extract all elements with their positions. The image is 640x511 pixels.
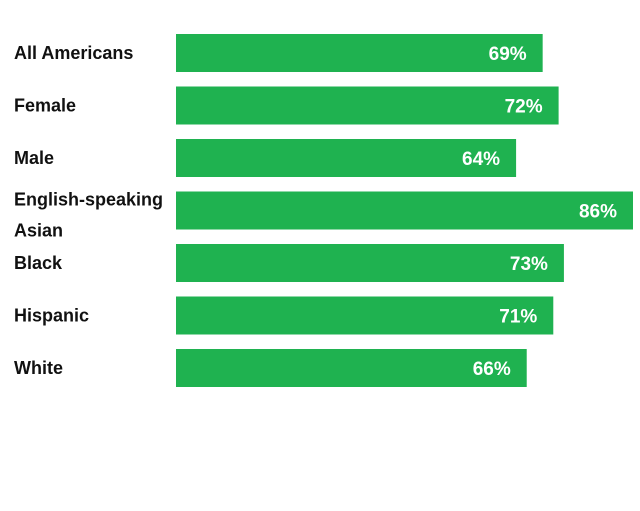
category-label-english-speaking-asian: English-speaking Asian — [14, 190, 163, 241]
value-label-english-speaking-asian: 86% — [579, 202, 617, 223]
category-label-hispanic: Hispanic — [14, 306, 89, 326]
bar-male — [176, 139, 517, 177]
bar-white — [176, 349, 527, 387]
value-label-hispanic: 71% — [499, 307, 537, 328]
category-label-female: Female — [14, 96, 76, 116]
bar-hispanic — [176, 296, 554, 335]
bar-black — [176, 244, 564, 282]
category-label-black: Black — [14, 253, 63, 273]
category-label-white: White — [14, 358, 63, 378]
value-label-all-americans: 69% — [489, 44, 527, 65]
category-label-male: Male — [14, 148, 54, 168]
bar-all-americans — [176, 34, 543, 72]
bar-female — [176, 86, 559, 125]
value-label-black: 73% — [510, 254, 548, 275]
value-label-female: 72% — [505, 97, 543, 118]
category-label-all-americans: All Americans — [14, 43, 133, 63]
bar-english-speaking-asian — [176, 191, 633, 230]
value-label-male: 64% — [462, 149, 500, 170]
value-label-white: 66% — [473, 359, 511, 380]
